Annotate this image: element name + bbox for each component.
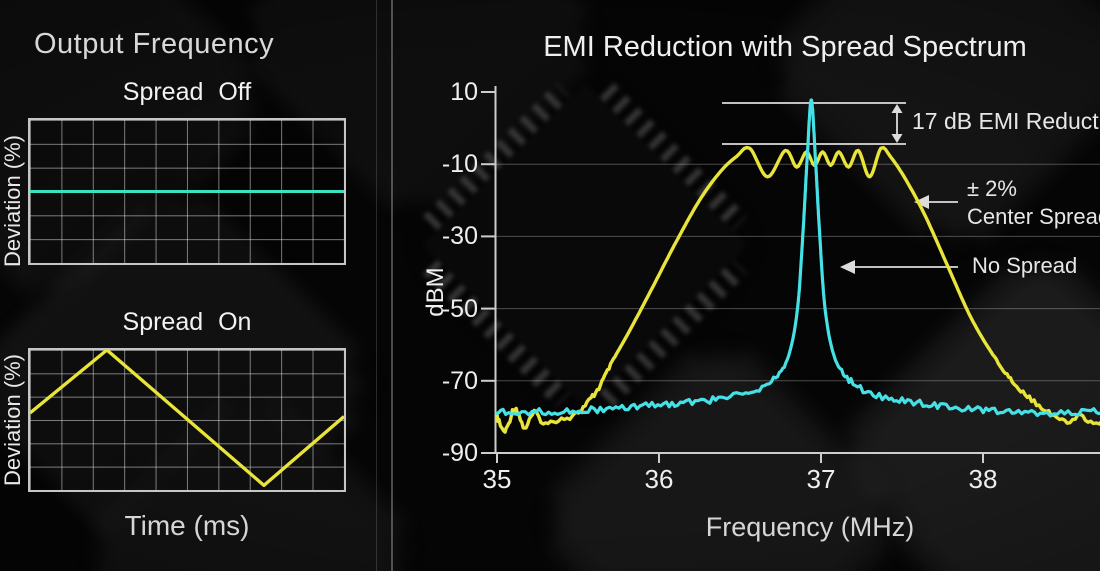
- emi-xtick-label: 35: [482, 464, 512, 494]
- spread-on-plot: [30, 350, 344, 487]
- trace-center_spread: [495, 145, 1100, 434]
- emi-ytick-label: -30: [441, 222, 478, 250]
- arrow-up-head: [891, 104, 903, 113]
- emi-xlabel: Frequency (MHz): [705, 512, 915, 542]
- emi-xtick-label: 38: [968, 464, 998, 494]
- panel-divider-line: [391, 0, 393, 571]
- spread-on-title: Spread On: [122, 308, 252, 336]
- no-spread-label: No Spread: [972, 253, 1078, 278]
- arrow-left-head: [914, 195, 929, 209]
- emi-reduction-label: 17 dB EMI Reduction: [912, 108, 1100, 134]
- emi-xtick-label: 36: [644, 464, 674, 494]
- emi-ytick-label: 10: [450, 78, 478, 106]
- emi-ytick-label: -70: [441, 367, 478, 395]
- spread-off-plot: [30, 190, 344, 193]
- emi-xtick-label: 37: [806, 464, 836, 494]
- spread-off-title: Spread Off: [122, 78, 252, 106]
- center-spread-label-line2: Center Spread: [967, 204, 1100, 229]
- left-panel-title: Output Frequency: [34, 28, 275, 60]
- panel-divider-line: [376, 0, 377, 571]
- center-spread-label-line1: ± 2%: [967, 176, 1017, 201]
- emi-ytick-label: -50: [441, 295, 478, 323]
- spread-on-xlabel: Time (ms): [124, 510, 250, 541]
- emi-ytick-label: -10: [441, 150, 478, 178]
- spread-on-chart: [28, 348, 346, 492]
- spread-off-chart: [28, 118, 346, 265]
- emi-chart-title: EMI Reduction with Spread Spectrum: [543, 31, 1027, 63]
- arrow-down-head: [891, 134, 903, 143]
- trace-deviation: [30, 350, 344, 487]
- emi-ytick-label: -90: [441, 439, 478, 467]
- arrow-left-head: [840, 260, 855, 274]
- trace-no_spread: [495, 98, 1100, 418]
